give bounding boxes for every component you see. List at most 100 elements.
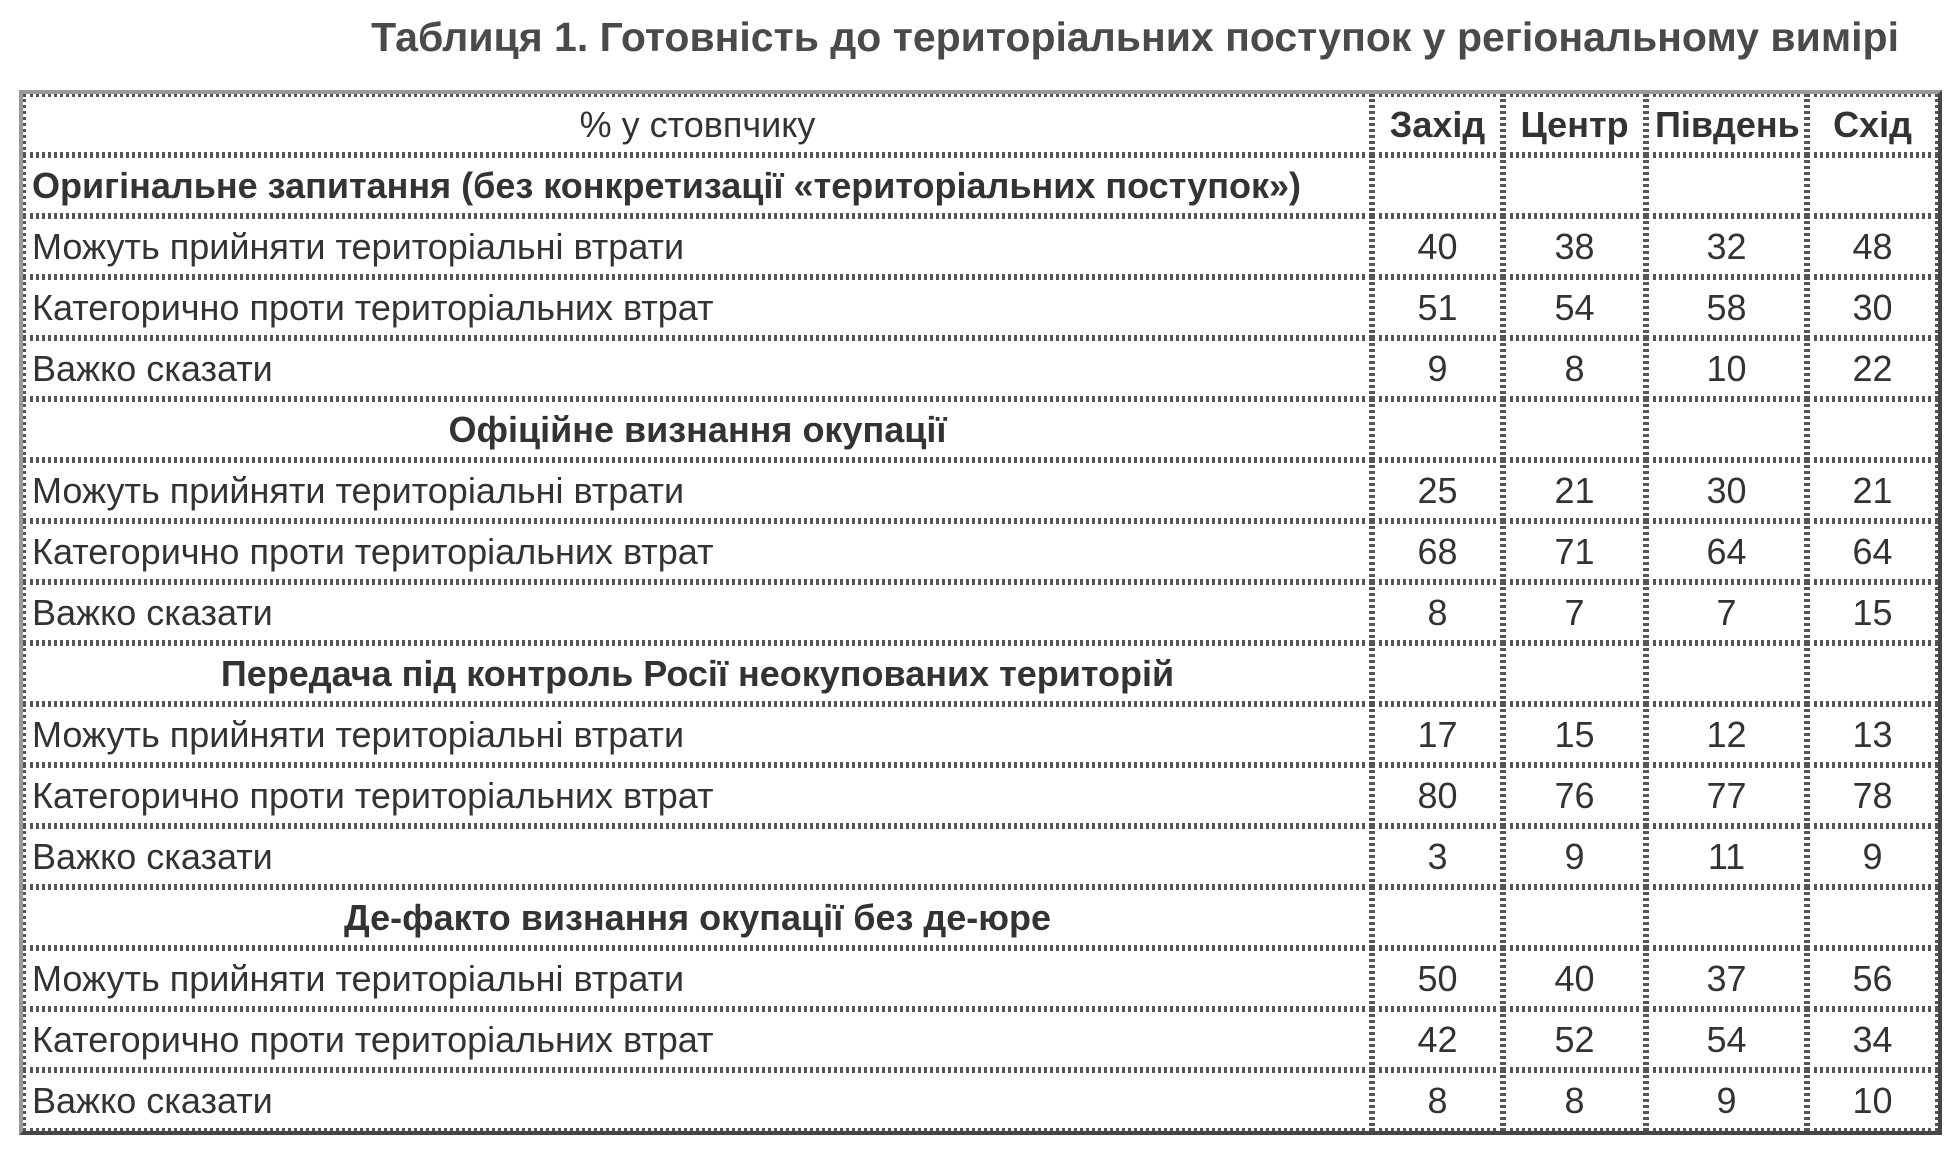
value-center: 40 <box>1503 948 1646 1009</box>
value-west: 50 <box>1372 948 1503 1009</box>
value-east: 64 <box>1807 521 1938 582</box>
value-center: 71 <box>1503 521 1646 582</box>
value-south: 9 <box>1646 1070 1807 1131</box>
regional-table: % у стовпчику Захід Центр Південь Схід О… <box>19 90 1942 1135</box>
empty-cell <box>1646 887 1807 948</box>
table-row: Важко сказати 9 8 10 22 <box>23 338 1938 399</box>
value-west: 25 <box>1372 460 1503 521</box>
value-center: 8 <box>1503 338 1646 399</box>
empty-cell <box>1646 399 1807 460</box>
value-center: 9 <box>1503 826 1646 887</box>
empty-cell <box>1372 643 1503 704</box>
empty-cell <box>1807 887 1938 948</box>
row-label: Можуть прийняти територіальні втрати <box>23 948 1372 1009</box>
value-center: 15 <box>1503 704 1646 765</box>
empty-cell <box>1807 155 1938 216</box>
value-east: 56 <box>1807 948 1938 1009</box>
value-center: 54 <box>1503 277 1646 338</box>
value-west: 3 <box>1372 826 1503 887</box>
empty-cell <box>1503 155 1646 216</box>
empty-cell <box>1372 155 1503 216</box>
value-center: 76 <box>1503 765 1646 826</box>
empty-cell <box>1503 887 1646 948</box>
value-south: 30 <box>1646 460 1807 521</box>
row-label: Категорично проти територіальних втрат <box>23 1009 1372 1070</box>
table-row: Категорично проти територіальних втрат 5… <box>23 277 1938 338</box>
header-label: % у стовпчику <box>23 94 1372 155</box>
value-east: 22 <box>1807 338 1938 399</box>
row-label: Категорично проти територіальних втрат <box>23 765 1372 826</box>
value-east: 15 <box>1807 582 1938 643</box>
row-label: Важко сказати <box>23 338 1372 399</box>
section-title: Офіційне визнання окупації <box>23 399 1372 460</box>
header-row: % у стовпчику Захід Центр Південь Схід <box>23 94 1938 155</box>
table-row: Можуть прийняти територіальні втрати 50 … <box>23 948 1938 1009</box>
table-row: Важко сказати 8 7 7 15 <box>23 582 1938 643</box>
empty-cell <box>1807 399 1938 460</box>
value-east: 30 <box>1807 277 1938 338</box>
value-center: 52 <box>1503 1009 1646 1070</box>
empty-cell <box>1807 643 1938 704</box>
value-west: 51 <box>1372 277 1503 338</box>
table-row: Важко сказати 3 9 11 9 <box>23 826 1938 887</box>
value-south: 11 <box>1646 826 1807 887</box>
table-row: Можуть прийняти територіальні втрати 25 … <box>23 460 1938 521</box>
value-east: 9 <box>1807 826 1938 887</box>
row-label: Можуть прийняти територіальні втрати <box>23 460 1372 521</box>
header-region-center: Центр <box>1503 94 1646 155</box>
value-east: 78 <box>1807 765 1938 826</box>
row-label: Важко сказати <box>23 1070 1372 1131</box>
value-south: 37 <box>1646 948 1807 1009</box>
row-label: Категорично проти територіальних втрат <box>23 277 1372 338</box>
empty-cell <box>1372 887 1503 948</box>
table-row: Можуть прийняти територіальні втрати 40 … <box>23 216 1938 277</box>
section-row: Передача під контроль Росії неокупованих… <box>23 643 1938 704</box>
value-east: 21 <box>1807 460 1938 521</box>
value-west: 8 <box>1372 582 1503 643</box>
value-center: 7 <box>1503 582 1646 643</box>
header-region-east: Схід <box>1807 94 1938 155</box>
table-title: Таблиця 1. Готовність до територіальних … <box>371 14 1899 60</box>
section-row: Оригінальне запитання (без конкретизації… <box>23 155 1938 216</box>
section-row: Де-факто визнання окупації без де-юре <box>23 887 1938 948</box>
value-south: 58 <box>1646 277 1807 338</box>
section-row: Офіційне визнання окупації <box>23 399 1938 460</box>
value-south: 32 <box>1646 216 1807 277</box>
value-west: 80 <box>1372 765 1503 826</box>
section-title: Де-факто визнання окупації без де-юре <box>23 887 1372 948</box>
value-west: 9 <box>1372 338 1503 399</box>
value-south: 10 <box>1646 338 1807 399</box>
value-west: 8 <box>1372 1070 1503 1131</box>
value-west: 68 <box>1372 521 1503 582</box>
value-west: 17 <box>1372 704 1503 765</box>
section-title: Оригінальне запитання (без конкретизації… <box>23 155 1372 216</box>
row-label: Можуть прийняти територіальні втрати <box>23 704 1372 765</box>
value-center: 8 <box>1503 1070 1646 1131</box>
header-region-west: Захід <box>1372 94 1503 155</box>
empty-cell <box>1503 643 1646 704</box>
value-center: 38 <box>1503 216 1646 277</box>
value-south: 77 <box>1646 765 1807 826</box>
value-south: 7 <box>1646 582 1807 643</box>
row-label: Важко сказати <box>23 826 1372 887</box>
empty-cell <box>1646 155 1807 216</box>
value-south: 54 <box>1646 1009 1807 1070</box>
value-east: 10 <box>1807 1070 1938 1131</box>
table-row: Категорично проти територіальних втрат 4… <box>23 1009 1938 1070</box>
value-center: 21 <box>1503 460 1646 521</box>
value-east: 34 <box>1807 1009 1938 1070</box>
table-row: Можуть прийняти територіальні втрати 17 … <box>23 704 1938 765</box>
empty-cell <box>1372 399 1503 460</box>
value-east: 13 <box>1807 704 1938 765</box>
empty-cell <box>1503 399 1646 460</box>
table-row: Категорично проти територіальних втрат 6… <box>23 521 1938 582</box>
table-row: Категорично проти територіальних втрат 8… <box>23 765 1938 826</box>
value-west: 40 <box>1372 216 1503 277</box>
row-label: Можуть прийняти територіальні втрати <box>23 216 1372 277</box>
row-label: Важко сказати <box>23 582 1372 643</box>
value-south: 12 <box>1646 704 1807 765</box>
table-row: Важко сказати 8 8 9 10 <box>23 1070 1938 1131</box>
row-label: Категорично проти територіальних втрат <box>23 521 1372 582</box>
value-south: 64 <box>1646 521 1807 582</box>
section-title: Передача під контроль Росії неокупованих… <box>23 643 1372 704</box>
